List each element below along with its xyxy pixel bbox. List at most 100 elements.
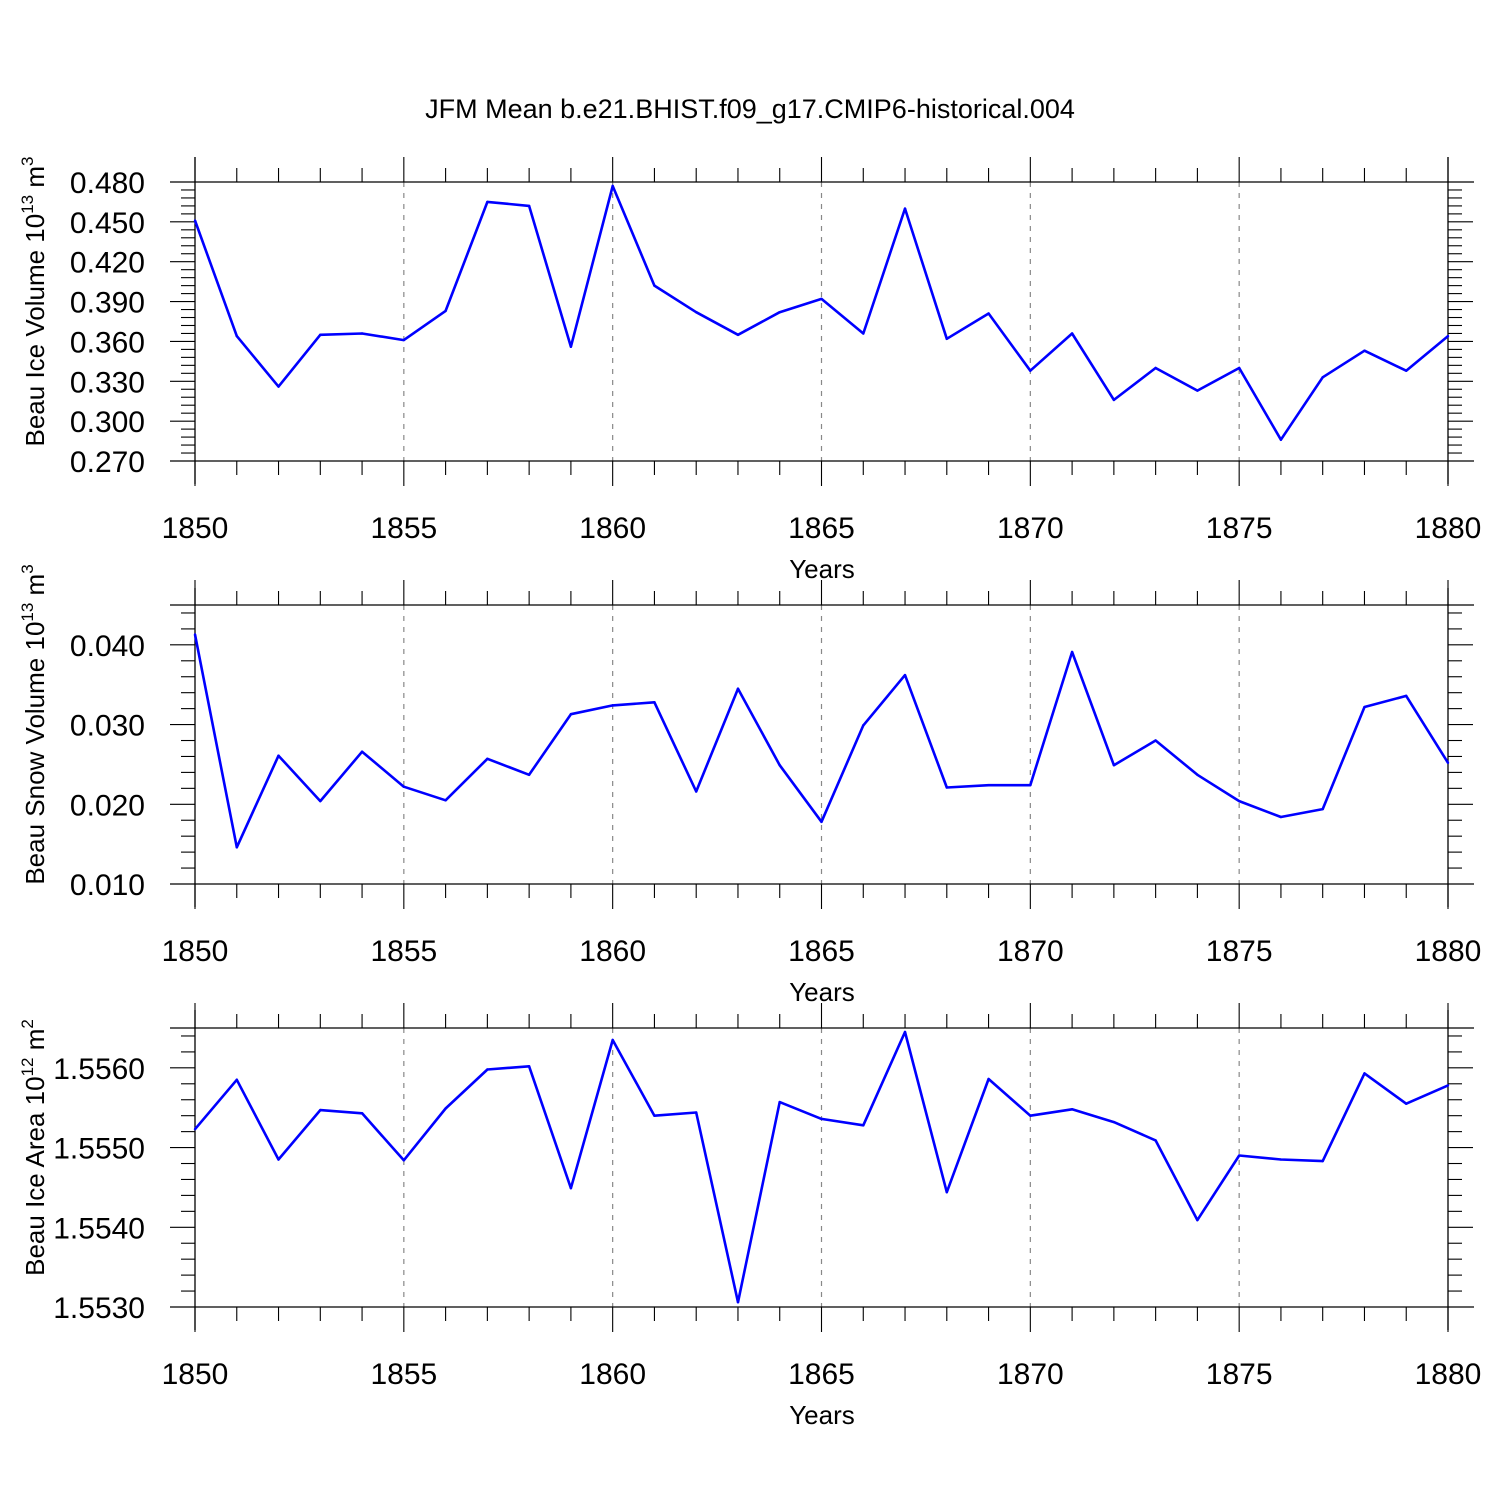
y-tick-label: 0.010 xyxy=(70,869,145,902)
data-point xyxy=(319,799,322,803)
y-tick-label: 1.5530 xyxy=(53,1292,145,1325)
y-axis-label: Beau Ice Area 1012 m2 xyxy=(18,1019,50,1276)
y-tick-label: 0.480 xyxy=(70,167,145,200)
data-point xyxy=(486,200,489,204)
data-point xyxy=(862,724,865,727)
data-point xyxy=(1196,1218,1199,1222)
x-axis-label: Years xyxy=(789,977,855,1007)
x-tick-label: 1855 xyxy=(370,512,437,545)
x-tick-label: 1870 xyxy=(997,512,1064,545)
panels: 1850 1855 1860 1865 1870 1875 1880 0.270 0.300 0.… xyxy=(18,157,1481,1431)
data-point xyxy=(1154,739,1157,742)
x-tick-label: 1875 xyxy=(1206,935,1273,968)
data-point xyxy=(1405,369,1408,372)
data-point xyxy=(903,673,907,677)
data-point xyxy=(402,1159,406,1162)
data-point xyxy=(235,1078,238,1082)
data-point xyxy=(611,184,614,188)
x-tick-label: 1880 xyxy=(1415,935,1482,968)
data-point xyxy=(193,1128,197,1131)
y-axis-label: Beau Snow Volume 1013 m3 xyxy=(18,564,50,884)
data-point xyxy=(987,1077,990,1081)
data-point xyxy=(945,1191,948,1194)
x-tick-label: 1860 xyxy=(579,935,646,968)
x-tick-label: 1865 xyxy=(788,512,855,545)
panel-1: 1850 1855 1860 1865 1870 1875 1880 0.270 0.300 0.… xyxy=(18,157,1481,585)
data-point xyxy=(360,750,364,753)
data-point xyxy=(569,713,573,716)
data-point xyxy=(1363,1072,1366,1075)
data-point xyxy=(235,334,238,338)
data-point xyxy=(277,385,280,388)
data-point xyxy=(695,790,698,793)
data-point xyxy=(193,633,197,636)
data-point xyxy=(1070,1108,1074,1111)
y-tick-label: 1.5540 xyxy=(53,1212,145,1245)
x-tick-label: 1865 xyxy=(788,935,855,968)
data-point xyxy=(319,333,322,336)
data-point xyxy=(778,1100,781,1104)
data-point xyxy=(486,1068,489,1071)
data-point xyxy=(820,820,823,824)
y-tick-label: 0.360 xyxy=(70,326,145,359)
data-point xyxy=(569,1187,573,1190)
y-tick-label: 0.040 xyxy=(70,630,145,663)
y-tick-label: 0.330 xyxy=(70,366,145,399)
data-point xyxy=(987,783,990,787)
data-point xyxy=(1237,366,1241,370)
y-tick-label: 0.020 xyxy=(70,789,145,822)
data-point xyxy=(736,1301,740,1304)
figure-title: JFM Mean b.e21.BHIST.f09_g17.CMIP6-histo… xyxy=(425,94,1075,124)
x-tick-label: 1875 xyxy=(1206,1358,1273,1391)
panel-3: 1850 1855 1860 1865 1870 1875 1880 1.5530 1.5540… xyxy=(18,1003,1481,1430)
y-tick-label: 0.390 xyxy=(70,287,145,320)
y-tick-label: 0.450 xyxy=(70,207,145,240)
x-tick-label: 1880 xyxy=(1415,512,1482,545)
data-point xyxy=(193,219,197,222)
x-tick-label: 1860 xyxy=(579,1358,646,1391)
data-point xyxy=(277,754,280,757)
data-point xyxy=(653,701,656,704)
data-point xyxy=(736,333,740,336)
data-point xyxy=(1112,764,1116,767)
data-point xyxy=(945,786,948,789)
y-tick-label: 0.300 xyxy=(70,406,145,439)
data-point xyxy=(1321,1159,1324,1163)
x-tick-label: 1865 xyxy=(788,1358,855,1391)
data-point xyxy=(402,785,406,788)
x-tick-label: 1860 xyxy=(579,512,646,545)
data-point xyxy=(444,1107,447,1110)
y-tick-label: 1.5560 xyxy=(53,1053,145,1086)
data-point xyxy=(277,1158,280,1161)
data-point xyxy=(945,337,948,340)
data-point xyxy=(1154,1139,1157,1142)
data-point xyxy=(695,1111,698,1114)
x-tick-label: 1870 xyxy=(997,935,1064,968)
y-tick-label: 0.420 xyxy=(70,247,145,280)
data-point xyxy=(1405,694,1408,698)
data-point xyxy=(862,332,865,335)
data-point xyxy=(653,1114,656,1117)
data-point xyxy=(1070,332,1074,335)
data-point xyxy=(1237,1154,1241,1157)
data-point xyxy=(653,284,656,287)
panel-2: 1850 1855 1860 1865 1870 1875 1880 0.010 0.020 0.… xyxy=(18,564,1481,1007)
y-axis-label: Beau Ice Volume 1013 m3 xyxy=(18,157,50,447)
x-tick-label: 1850 xyxy=(162,935,229,968)
data-point xyxy=(1279,1158,1283,1161)
data-point xyxy=(1070,650,1074,654)
y-tick-label: 0.030 xyxy=(70,710,145,743)
data-point xyxy=(611,1038,614,1042)
data-point xyxy=(319,1108,322,1112)
data-point xyxy=(1446,334,1450,338)
data-point xyxy=(1405,1102,1408,1105)
data-point xyxy=(1029,369,1032,372)
x-axis-label: Years xyxy=(789,1400,855,1430)
data-point xyxy=(444,309,447,313)
data-point xyxy=(820,1117,823,1121)
data-point xyxy=(360,332,364,335)
data-point xyxy=(527,204,531,208)
data-point xyxy=(1363,705,1366,709)
data-point xyxy=(1196,389,1199,392)
